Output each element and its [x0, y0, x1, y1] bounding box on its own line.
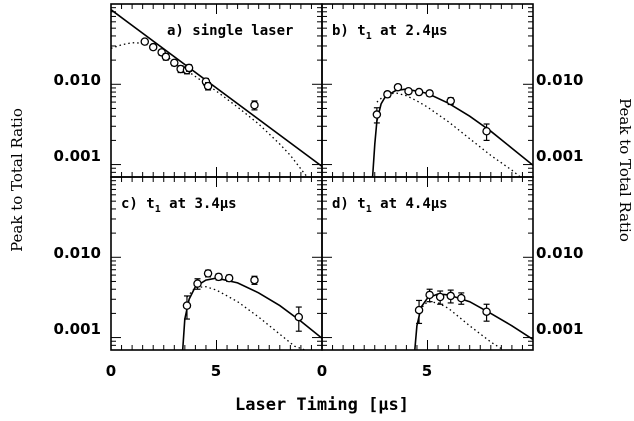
data-point: [214, 272, 223, 282]
model-curve-dotted: [186, 286, 306, 350]
data-point: [446, 96, 455, 106]
data-point: [425, 290, 434, 300]
right-y-tick-label-lower-2: 0.001: [536, 320, 583, 338]
data-point: [203, 269, 213, 278]
data-point: [184, 63, 194, 73]
y-axis-title-right: Peak to Total Ratio: [616, 98, 634, 242]
right-y-tick-label-upper: 0.010: [536, 71, 583, 89]
left-y-tick-label-lower-2: 0.001: [54, 320, 101, 338]
model-curve-solid: [111, 9, 322, 168]
data-point: [250, 100, 259, 110]
panel-3: c) t1 at 3.4μs: [110, 176, 323, 351]
model-curve-dotted: [418, 301, 504, 350]
x-tick-label-right-0: 0: [317, 362, 327, 380]
data-point: [372, 110, 382, 119]
data-point: [457, 293, 466, 303]
panels-layer: a) single laser b) t1 at 2.4μs c) t1 at 3.…: [110, 3, 534, 351]
data-point: [294, 312, 304, 322]
data-point: [393, 82, 403, 92]
data-point: [250, 275, 259, 285]
left-y-tick-label-upper: 0.010: [54, 71, 101, 89]
model-curve-dotted: [111, 42, 308, 177]
panel-label: c) t1 at 3.4μs: [121, 196, 237, 215]
x-axis-title: Laser Timing [μs]: [235, 395, 409, 415]
right-y-tick-label-lower: 0.001: [536, 147, 583, 165]
data-point: [140, 37, 150, 46]
data-point: [414, 305, 424, 315]
data-point: [148, 42, 158, 52]
data-point: [482, 307, 491, 316]
right-y-tick-label-upper-2: 0.010: [536, 244, 583, 262]
panel-label: d) t1 at 4.4μs: [332, 196, 448, 215]
panel-label: a) single laser: [167, 23, 293, 39]
data-point: [435, 292, 445, 302]
left-y-tick-label-lower: 0.001: [54, 147, 101, 165]
data-point: [182, 301, 192, 310]
data-point: [203, 81, 213, 91]
left-y-tick-label-upper-2: 0.010: [54, 244, 101, 262]
axes-layer: 0.010 0.001 0.010 0.001 0.010 0.001 0.01…: [8, 71, 634, 415]
model-curve-solid: [414, 293, 533, 350]
data-point: [425, 89, 434, 98]
data-point: [482, 126, 491, 136]
data-point: [193, 279, 202, 288]
panel-label: b) t1 at 2.4μs: [332, 23, 448, 42]
panel-1: a) single laser: [110, 3, 323, 178]
panel-2: b) t1 at 2.4μs: [321, 3, 534, 178]
data-point: [404, 86, 413, 96]
panel-4: d) t1 at 4.4μs: [321, 176, 534, 351]
data-point: [161, 52, 171, 62]
model-curve-dotted: [376, 92, 521, 177]
data-point: [224, 273, 234, 283]
data-point: [414, 87, 424, 97]
data-point: [383, 90, 392, 99]
x-tick-label-right-5: 5: [422, 362, 432, 380]
data-point: [446, 291, 455, 301]
data-point: [170, 58, 179, 68]
y-axis-title-left: Peak to Total Ratio: [8, 108, 26, 252]
x-tick-label-left-0: 0: [106, 362, 116, 380]
x-tick-label-left-5: 5: [211, 362, 221, 380]
